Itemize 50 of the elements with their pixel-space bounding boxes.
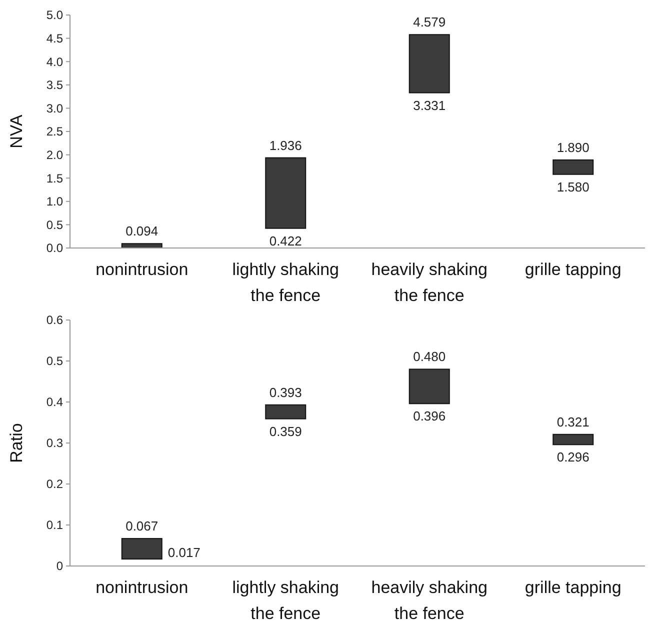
annotation: 0.296 (556, 450, 590, 465)
bar (265, 157, 306, 229)
bar (265, 404, 306, 420)
annotation: 3.331 (413, 98, 446, 113)
annotation: 0.396 (413, 408, 446, 424)
annotation: 0.359 (269, 424, 302, 439)
x-tick-label: lightly shaking the fence (232, 260, 340, 305)
y-tick-label: 3.5 (46, 78, 64, 92)
annotation: 4.579 (413, 14, 446, 30)
x-tick-label: nonintrusion (96, 260, 188, 279)
annotation: 0.480 (413, 349, 446, 364)
annotation: 0.393 (269, 384, 302, 400)
x-tick-label: heavily shaking the fence (371, 578, 488, 623)
annotation: 0.422 (269, 233, 302, 248)
y-tick-label: 0.3 (46, 436, 64, 450)
annotation: 1.890 (556, 140, 590, 155)
y-tick-label: 2.0 (46, 148, 64, 162)
x-tick-label: nonintrusion (96, 578, 188, 597)
x-tick-label: grille tapping (524, 578, 622, 597)
y-tick-label: 0.1 (46, 518, 64, 532)
y-tick-label: 0.4 (46, 395, 64, 410)
x-tick-label: lightly shaking the fence (232, 578, 340, 623)
y-tick-label: 5.0 (46, 8, 64, 22)
y-tick-label: 0.5 (46, 354, 64, 368)
y-tick-label: 0.0 (46, 241, 64, 256)
annotation: 0.067 (126, 518, 158, 534)
annotation: 1.580 (556, 179, 590, 194)
x-tick-label: grille tapping (524, 260, 622, 279)
annotation: 0.321 (556, 414, 590, 430)
bar (552, 159, 594, 175)
y-tick-label: 4.5 (46, 32, 64, 46)
annotation: 1.936 (269, 138, 302, 153)
annotation: 0.017 (168, 545, 200, 560)
y-tick-label: 1.0 (46, 194, 64, 209)
y-tick-label: 3.0 (46, 101, 64, 116)
y-tick-label: 4.0 (46, 54, 64, 69)
bar (408, 34, 450, 94)
y-axis-title: Ratio (7, 423, 26, 463)
x-tick-label: heavily shaking the fence (371, 260, 488, 305)
y-tick-label: 0.2 (46, 477, 64, 492)
y-tick-label: 1.5 (46, 171, 64, 186)
bar (552, 434, 594, 446)
y-axis-title: NVA (7, 114, 26, 148)
bar (121, 538, 162, 560)
y-tick-label: 2.5 (46, 124, 64, 139)
y-tick-label: 0.5 (46, 218, 64, 232)
annotation: 0.094 (126, 224, 158, 239)
y-tick-label: 0 (56, 559, 64, 574)
y-tick-label: 0.6 (46, 313, 64, 328)
bar (408, 368, 450, 404)
